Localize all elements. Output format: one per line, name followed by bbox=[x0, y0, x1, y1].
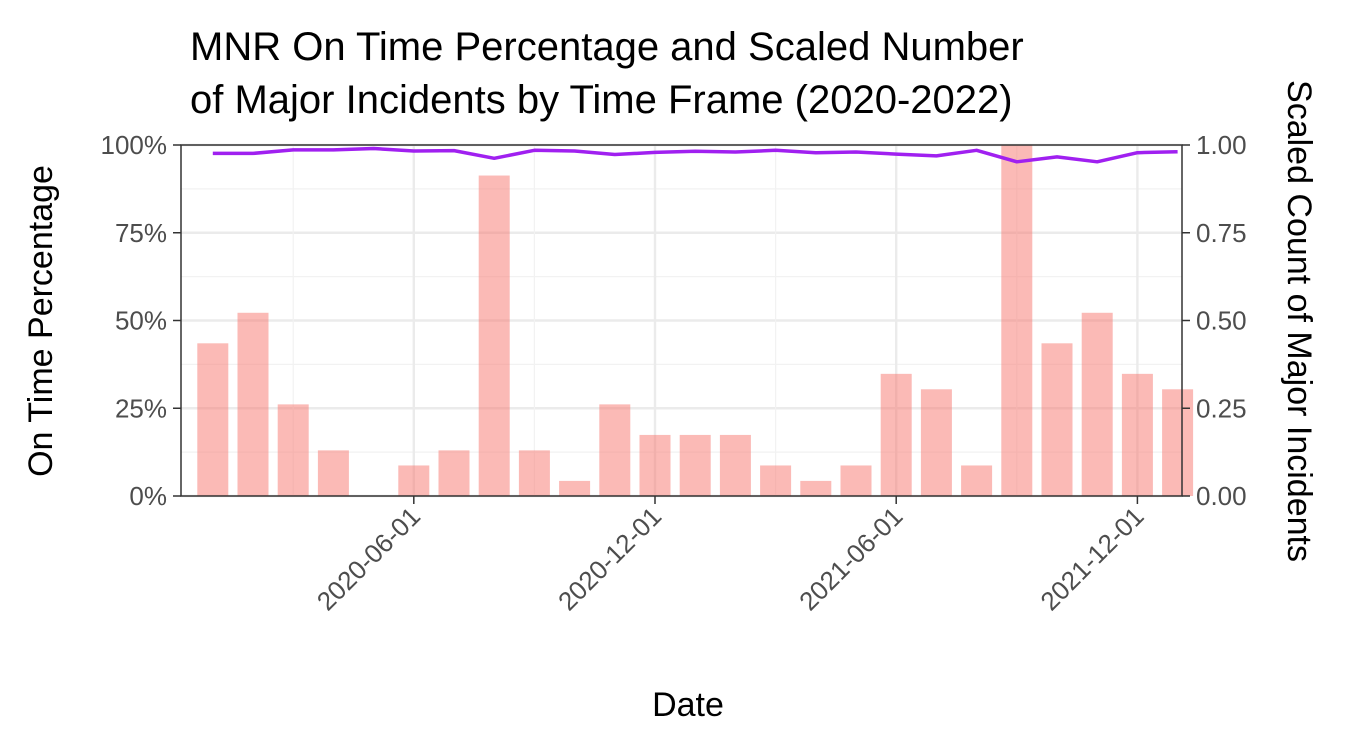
x-tick-label: 2020-06-01 bbox=[311, 501, 426, 616]
y-left-tick-label: 75% bbox=[115, 218, 167, 248]
bar bbox=[518, 450, 550, 496]
y-right-tick-label: 1.00 bbox=[1196, 130, 1247, 160]
bar bbox=[920, 389, 952, 496]
y-left-tick-label: 50% bbox=[115, 306, 167, 336]
bar bbox=[478, 175, 510, 497]
left-axis: 0% 25% 50% 75% 100% bbox=[101, 130, 168, 511]
bar bbox=[639, 434, 671, 496]
bar bbox=[719, 434, 751, 496]
x-tick-label: 2020-12-01 bbox=[552, 501, 667, 616]
bar bbox=[197, 343, 229, 496]
x-axis: 2020-06-01 2020-12-01 2021-06-01 2021-12… bbox=[311, 501, 1150, 616]
bar bbox=[1001, 145, 1033, 496]
bar bbox=[277, 404, 309, 496]
y-right-tick-label: 0.75 bbox=[1196, 218, 1247, 248]
bars bbox=[197, 145, 1194, 497]
y-left-tick-label: 100% bbox=[101, 130, 168, 160]
axis-ticks bbox=[173, 144, 1190, 504]
y-right-tick-label: 0.25 bbox=[1196, 393, 1247, 423]
bar bbox=[1162, 389, 1194, 496]
x-tick-label: 2021-06-01 bbox=[793, 501, 908, 616]
bar bbox=[760, 465, 792, 496]
x-axis-title: Date bbox=[652, 686, 724, 724]
y-left-axis-title: On Time Percentage bbox=[22, 165, 60, 477]
bar bbox=[599, 404, 631, 496]
bar bbox=[880, 373, 912, 496]
y-right-tick-label: 0.00 bbox=[1196, 481, 1247, 511]
bar bbox=[237, 312, 269, 496]
bar bbox=[1041, 343, 1073, 496]
chart-title-line-2: of Major Incidents by Time Frame (2020-2… bbox=[190, 78, 1013, 122]
y-right-tick-label: 0.50 bbox=[1196, 306, 1247, 336]
bar bbox=[317, 450, 349, 496]
bar bbox=[398, 465, 430, 496]
bar bbox=[438, 450, 470, 496]
bar bbox=[840, 465, 872, 496]
bar bbox=[559, 480, 591, 496]
bar bbox=[679, 434, 711, 496]
x-tick-label: 2021-12-01 bbox=[1034, 501, 1149, 616]
y-right-axis-title: Scaled Count of Major Incidents bbox=[1280, 80, 1318, 562]
bar bbox=[1121, 373, 1153, 496]
on-time-line bbox=[212, 146, 1178, 164]
bar bbox=[800, 480, 832, 496]
right-axis: 0.00 0.25 0.50 0.75 1.00 bbox=[1196, 130, 1247, 511]
bar bbox=[1081, 312, 1113, 496]
bar bbox=[961, 465, 993, 496]
y-left-tick-label: 25% bbox=[115, 393, 167, 423]
chart-title-line-1: MNR On Time Percentage and Scaled Number bbox=[190, 25, 1024, 69]
y-left-tick-label: 0% bbox=[129, 481, 167, 511]
